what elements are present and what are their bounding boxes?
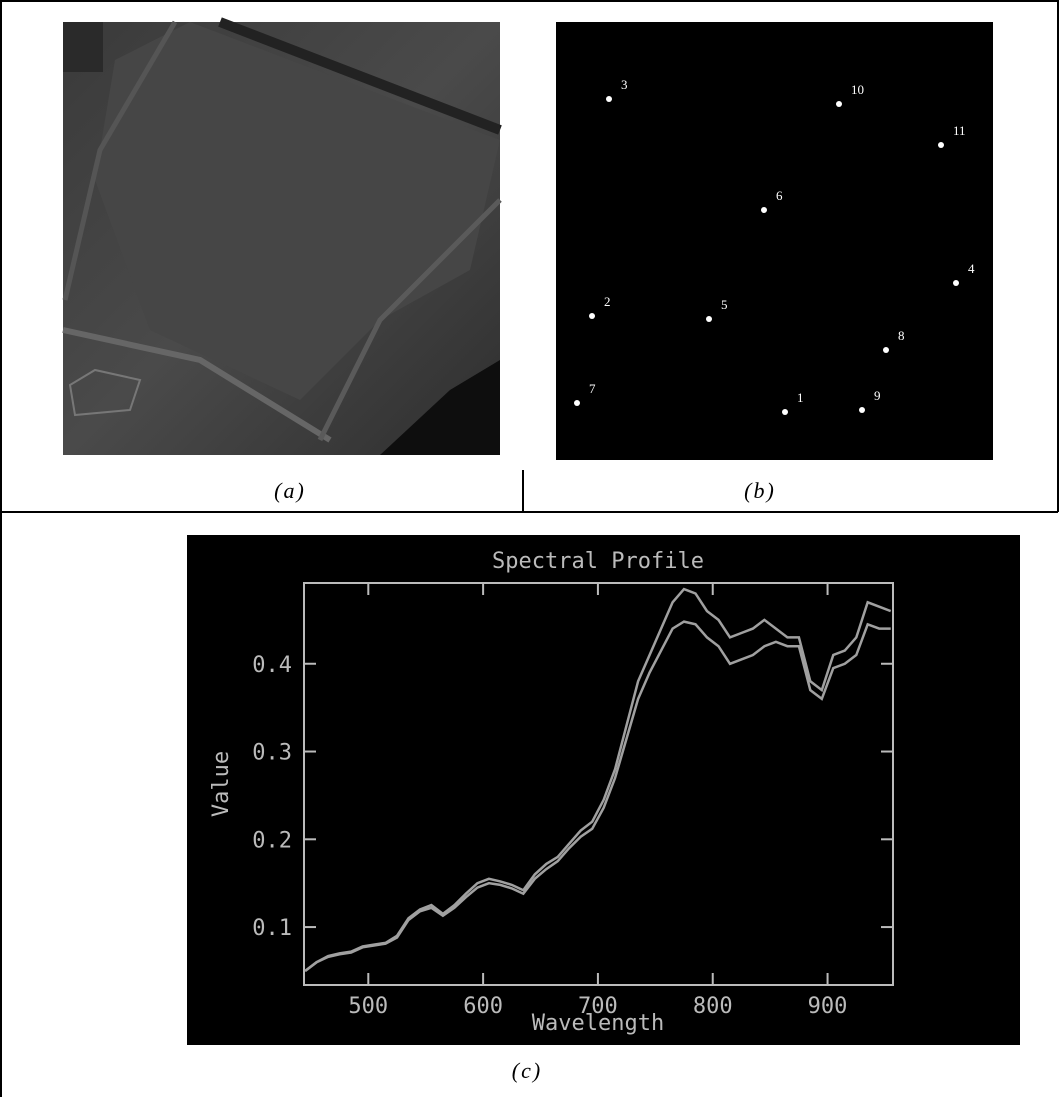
target-label: 9 [874, 388, 881, 403]
y-tick-label: 0.1 [252, 916, 292, 941]
target-label: 2 [604, 294, 611, 309]
target-point [859, 407, 865, 413]
target-point [836, 101, 842, 107]
target-point [574, 400, 580, 406]
x-tick-label: 800 [693, 994, 733, 1019]
caption: (a) [274, 478, 306, 503]
target-label: 1 [797, 390, 804, 405]
target-point [953, 280, 959, 286]
caption: (b) [744, 478, 776, 503]
target-label: 11 [953, 123, 966, 138]
x-tick-label: 900 [808, 994, 848, 1019]
target-label: 10 [851, 82, 864, 97]
target-image [556, 22, 993, 460]
y-tick-label: 0.4 [252, 653, 292, 678]
spectral-line [304, 620, 891, 972]
x-tick-label: 600 [463, 994, 503, 1019]
target-point [883, 347, 889, 353]
x-tick-label: 500 [348, 994, 388, 1019]
y-tick-label: 0.2 [252, 828, 292, 853]
aerial-image [62, 17, 502, 455]
x-tick-label: 700 [578, 994, 618, 1019]
caption: (c) [512, 1058, 542, 1083]
target-point [782, 409, 788, 415]
target-point [938, 142, 944, 148]
target-label: 7 [589, 381, 596, 396]
chart-background [187, 535, 1020, 1045]
target-point [606, 96, 612, 102]
target-label: 4 [968, 261, 975, 276]
target-label: 8 [898, 328, 905, 343]
chart-title: Spectral Profile [492, 549, 704, 574]
target-label: 6 [776, 188, 783, 203]
target-point [589, 313, 595, 319]
x-axis-label: Wavelength [532, 1011, 664, 1036]
target-label: 3 [621, 77, 628, 92]
y-axis-label: Value [209, 751, 234, 817]
target-label: 5 [721, 297, 728, 312]
target-point [761, 207, 767, 213]
y-tick-label: 0.3 [252, 741, 292, 766]
target-point [706, 316, 712, 322]
